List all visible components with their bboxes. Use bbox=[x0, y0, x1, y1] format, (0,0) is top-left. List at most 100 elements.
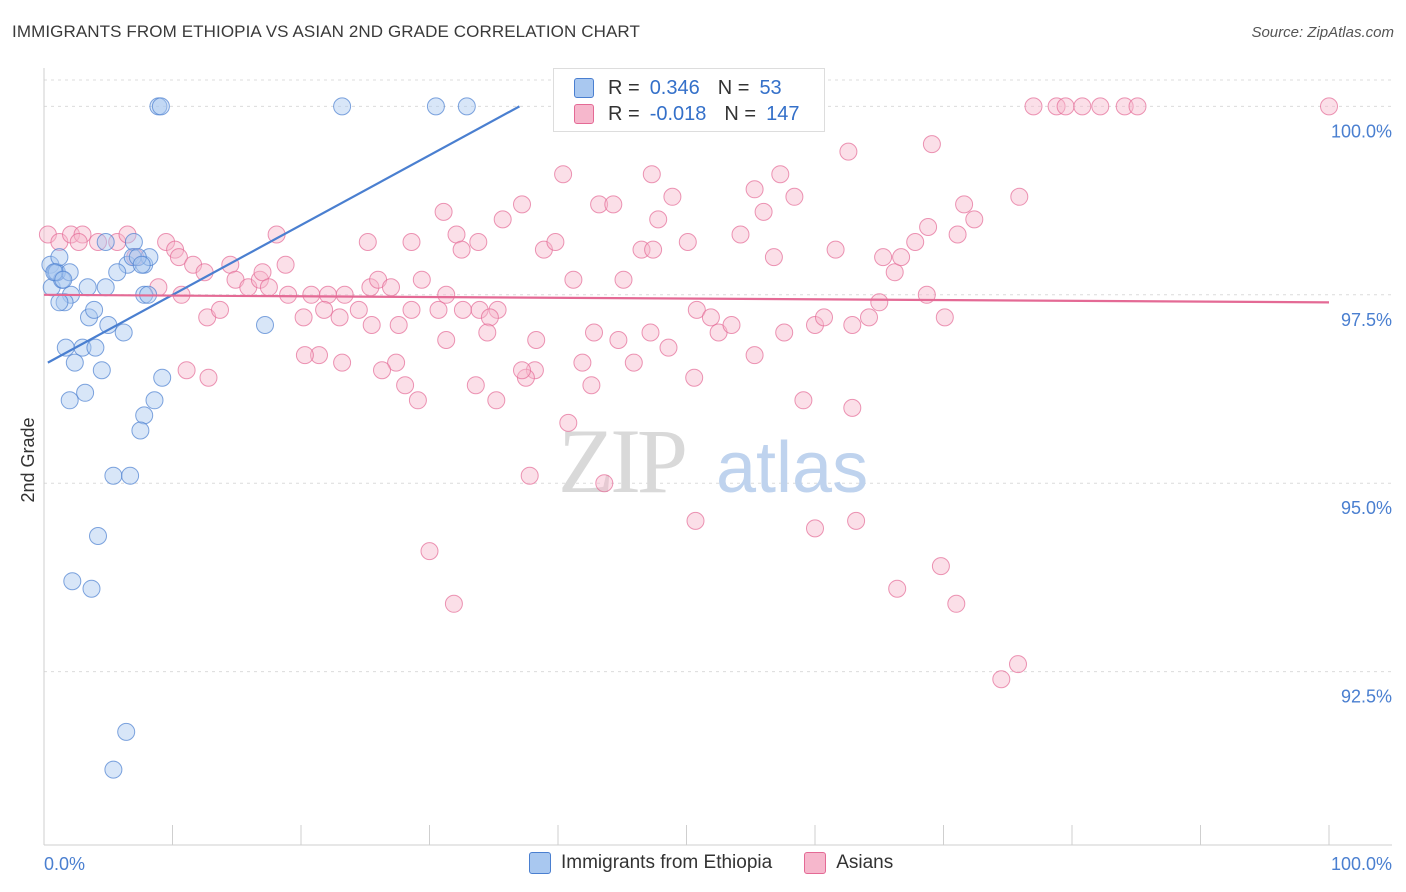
data-point bbox=[525, 361, 544, 380]
data-point bbox=[590, 195, 609, 214]
data-point bbox=[885, 263, 904, 282]
data-point bbox=[279, 285, 298, 304]
x-tick-label: 0.0% bbox=[44, 854, 85, 874]
y-tick-label: 95.0% bbox=[1341, 498, 1392, 518]
data-point bbox=[389, 316, 408, 334]
data-point bbox=[310, 346, 328, 365]
data-point bbox=[157, 233, 176, 251]
data-point bbox=[86, 338, 105, 357]
tick-labels: 92.5% 95.0% 97.5% 100.0% 0.0% 100.0% 2nd Grade bbox=[18, 121, 1392, 874]
data-point bbox=[948, 225, 967, 244]
data-point bbox=[469, 233, 488, 251]
legend-r-label: R = bbox=[608, 102, 640, 125]
data-point bbox=[513, 195, 531, 214]
data-point bbox=[78, 278, 97, 297]
data-point bbox=[487, 391, 506, 410]
data-point bbox=[358, 233, 377, 251]
series-asians bbox=[38, 97, 1338, 689]
data-point bbox=[663, 187, 682, 206]
data-point bbox=[457, 97, 476, 116]
data-point bbox=[870, 293, 889, 312]
data-point bbox=[276, 255, 295, 274]
data-point bbox=[60, 391, 79, 410]
series-legend: Immigrants from Ethiopia Asians bbox=[529, 852, 925, 874]
gridlines bbox=[44, 79, 1392, 673]
data-point bbox=[955, 195, 974, 214]
data-point bbox=[319, 285, 337, 304]
data-point bbox=[1009, 655, 1027, 674]
legend-n-value: 147 bbox=[766, 102, 800, 125]
data-point bbox=[373, 361, 391, 380]
data-point bbox=[687, 300, 706, 319]
data-point bbox=[922, 135, 941, 154]
data-point bbox=[429, 300, 448, 319]
data-point bbox=[382, 278, 400, 297]
data-point bbox=[520, 466, 539, 485]
data-point bbox=[82, 579, 101, 598]
data-point bbox=[527, 331, 546, 349]
data-point bbox=[1128, 97, 1147, 116]
series-ethiopia bbox=[41, 97, 476, 779]
data-point bbox=[65, 353, 84, 372]
legend-label-ethiopia: Immigrants from Ethiopia bbox=[561, 852, 773, 873]
data-point bbox=[169, 248, 188, 267]
data-point bbox=[76, 383, 95, 402]
y-tick-label: 97.5% bbox=[1341, 310, 1392, 330]
data-point bbox=[815, 308, 833, 327]
data-point bbox=[1056, 97, 1075, 116]
chart-title: IMMIGRANTS FROM ETHIOPIA VS ASIAN 2ND GR… bbox=[12, 22, 640, 41]
data-point bbox=[434, 202, 453, 221]
data-point bbox=[614, 270, 633, 289]
legend-item-ethiopia[interactable]: Immigrants from Ethiopia bbox=[529, 852, 772, 874]
legend-swatch-asians bbox=[804, 852, 827, 874]
data-point bbox=[826, 240, 845, 259]
data-point bbox=[302, 285, 321, 304]
data-point bbox=[408, 391, 427, 410]
data-point bbox=[330, 308, 349, 327]
legend-n-label: N = bbox=[724, 102, 757, 125]
data-point bbox=[624, 353, 643, 372]
data-point bbox=[92, 361, 111, 380]
data-point bbox=[466, 376, 485, 395]
data-point bbox=[965, 210, 984, 229]
legend-r-value: 0.346 bbox=[649, 76, 700, 99]
trend-line-asians bbox=[43, 293, 1330, 304]
data-point bbox=[132, 255, 151, 274]
legend-item-asians[interactable]: Asians bbox=[804, 852, 893, 874]
data-point bbox=[935, 308, 954, 327]
data-point bbox=[420, 542, 439, 561]
data-point bbox=[847, 511, 866, 530]
data-point bbox=[947, 594, 966, 613]
data-point bbox=[412, 270, 431, 289]
data-point bbox=[806, 316, 824, 334]
data-point bbox=[794, 391, 813, 410]
data-point bbox=[402, 300, 421, 319]
data-point bbox=[931, 557, 950, 576]
data-point bbox=[701, 308, 720, 327]
axes bbox=[43, 68, 1392, 846]
data-point bbox=[396, 376, 415, 395]
data-point bbox=[387, 353, 406, 372]
data-point bbox=[785, 187, 804, 206]
data-point bbox=[1320, 97, 1338, 116]
data-point bbox=[493, 210, 512, 229]
trend-lines bbox=[43, 105, 1330, 364]
data-point bbox=[685, 368, 704, 387]
data-point bbox=[118, 225, 137, 244]
watermark-zip: ZIP bbox=[558, 410, 685, 512]
data-point bbox=[294, 308, 313, 327]
data-point bbox=[131, 421, 150, 440]
legend-swatch-ethiopia bbox=[574, 78, 594, 98]
data-point bbox=[444, 594, 463, 613]
data-point bbox=[585, 323, 603, 342]
data-point bbox=[45, 263, 64, 282]
data-point bbox=[437, 331, 456, 349]
data-point bbox=[60, 263, 79, 282]
data-point bbox=[295, 346, 314, 365]
data-point bbox=[50, 248, 69, 267]
data-point bbox=[54, 270, 73, 289]
data-point bbox=[104, 760, 123, 779]
data-point bbox=[426, 97, 445, 116]
data-point bbox=[745, 180, 764, 199]
x-tick-label: 100.0% bbox=[1331, 854, 1392, 874]
